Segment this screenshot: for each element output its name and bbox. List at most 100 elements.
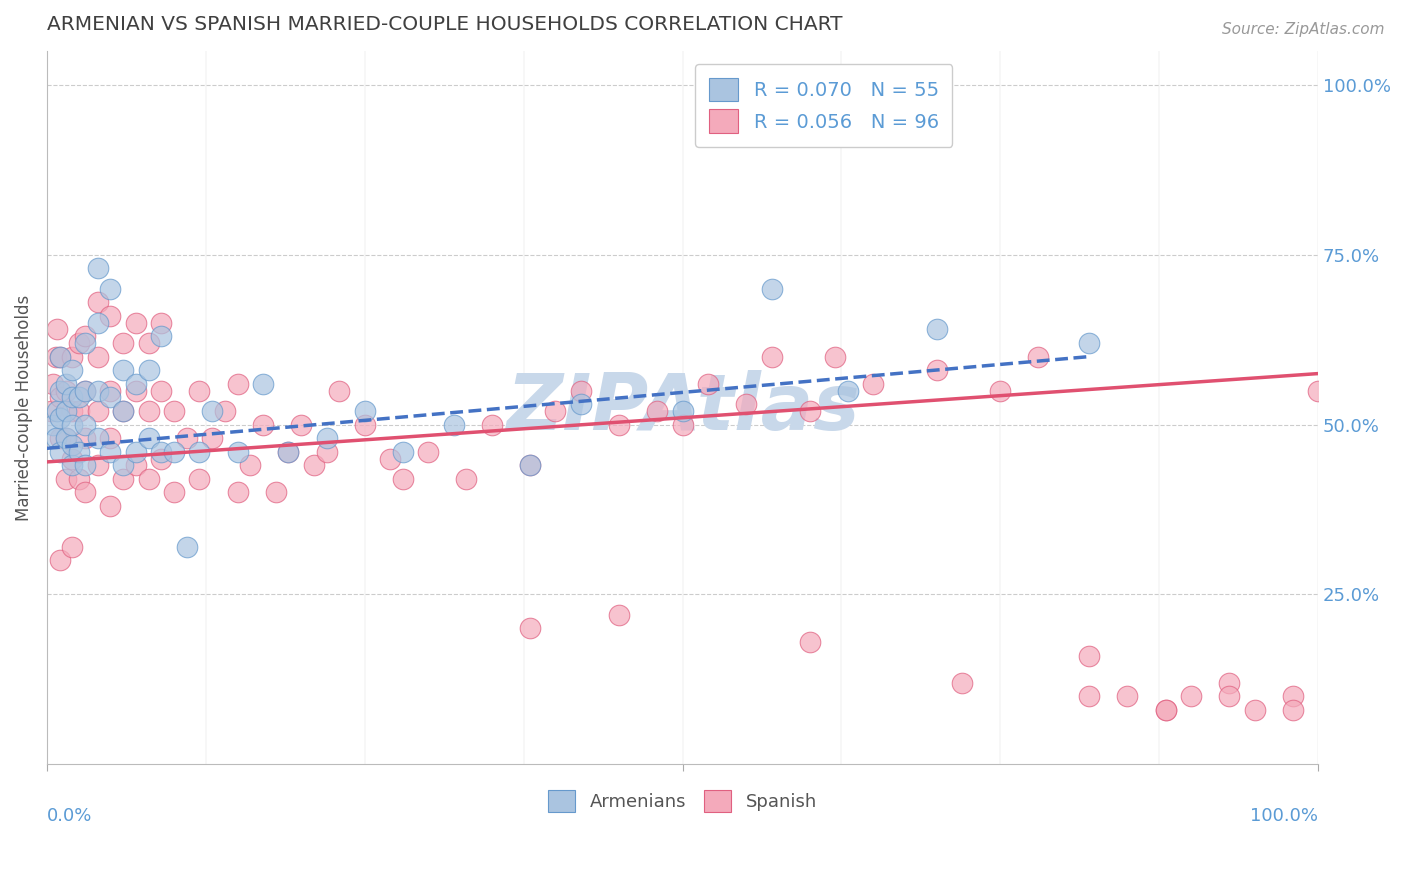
- Point: [42, 376, 65, 391]
- Point: [87, 316, 110, 330]
- Point: [60, 363, 83, 377]
- Text: Source: ZipAtlas.com: Source: ZipAtlas.com: [1222, 22, 1385, 37]
- Point: [950, 675, 973, 690]
- Point: [150, 451, 173, 466]
- Point: [150, 384, 173, 398]
- Point: [1218, 675, 1240, 690]
- Point: [138, 472, 160, 486]
- Point: [45, 431, 67, 445]
- Point: [163, 404, 186, 418]
- Point: [150, 329, 173, 343]
- Point: [1243, 703, 1265, 717]
- Point: [353, 417, 375, 432]
- Point: [1028, 350, 1050, 364]
- Point: [1281, 703, 1303, 717]
- Point: [392, 444, 415, 458]
- Point: [226, 444, 249, 458]
- Point: [163, 485, 186, 500]
- Point: [100, 431, 122, 445]
- Point: [48, 410, 70, 425]
- Point: [48, 553, 70, 567]
- Point: [73, 329, 96, 343]
- Point: [100, 309, 122, 323]
- Point: [1116, 690, 1139, 704]
- Point: [799, 635, 821, 649]
- Point: [315, 444, 337, 458]
- Point: [188, 384, 211, 398]
- Point: [1078, 336, 1101, 351]
- Point: [46, 322, 69, 336]
- Point: [112, 404, 135, 418]
- Point: [112, 458, 135, 473]
- Point: [138, 404, 160, 418]
- Point: [1180, 690, 1202, 704]
- Point: [60, 417, 83, 432]
- Point: [607, 417, 630, 432]
- Text: ARMENIAN VS SPANISH MARRIED-COUPLE HOUSEHOLDS CORRELATION CHART: ARMENIAN VS SPANISH MARRIED-COUPLE HOUSE…: [46, 15, 842, 34]
- Point: [100, 384, 122, 398]
- Point: [125, 316, 148, 330]
- Point: [277, 444, 299, 458]
- Point: [67, 404, 90, 418]
- Point: [163, 444, 186, 458]
- Point: [100, 282, 122, 296]
- Point: [519, 458, 541, 473]
- Point: [824, 350, 846, 364]
- Point: [55, 431, 77, 445]
- Point: [73, 458, 96, 473]
- Point: [443, 417, 465, 432]
- Point: [55, 472, 77, 486]
- Point: [519, 621, 541, 635]
- Point: [1281, 690, 1303, 704]
- Point: [1308, 384, 1330, 398]
- Text: 100.0%: 100.0%: [1250, 807, 1319, 825]
- Point: [48, 390, 70, 404]
- Point: [201, 404, 224, 418]
- Point: [100, 499, 122, 513]
- Point: [761, 350, 783, 364]
- Point: [988, 384, 1011, 398]
- Point: [150, 444, 173, 458]
- Point: [73, 384, 96, 398]
- Point: [290, 417, 312, 432]
- Point: [761, 282, 783, 296]
- Point: [60, 540, 83, 554]
- Point: [67, 472, 90, 486]
- Legend: Armenians, Spanish: Armenians, Spanish: [541, 783, 824, 820]
- Point: [671, 417, 693, 432]
- Point: [176, 540, 198, 554]
- Point: [569, 384, 592, 398]
- Point: [55, 384, 77, 398]
- Point: [48, 444, 70, 458]
- Point: [569, 397, 592, 411]
- Point: [862, 376, 884, 391]
- Point: [46, 404, 69, 418]
- Point: [188, 472, 211, 486]
- Point: [125, 444, 148, 458]
- Point: [150, 316, 173, 330]
- Point: [87, 431, 110, 445]
- Point: [607, 607, 630, 622]
- Point: [671, 404, 693, 418]
- Point: [1218, 690, 1240, 704]
- Point: [277, 444, 299, 458]
- Point: [353, 404, 375, 418]
- Point: [39, 404, 62, 418]
- Point: [60, 451, 83, 466]
- Point: [239, 458, 262, 473]
- Point: [392, 472, 415, 486]
- Point: [837, 384, 859, 398]
- Point: [48, 384, 70, 398]
- Point: [302, 458, 325, 473]
- Point: [519, 458, 541, 473]
- Point: [1078, 690, 1101, 704]
- Point: [42, 417, 65, 432]
- Point: [1078, 648, 1101, 663]
- Point: [48, 350, 70, 364]
- Point: [55, 404, 77, 418]
- Point: [87, 295, 110, 310]
- Point: [799, 404, 821, 418]
- Point: [125, 376, 148, 391]
- Point: [112, 472, 135, 486]
- Point: [125, 458, 148, 473]
